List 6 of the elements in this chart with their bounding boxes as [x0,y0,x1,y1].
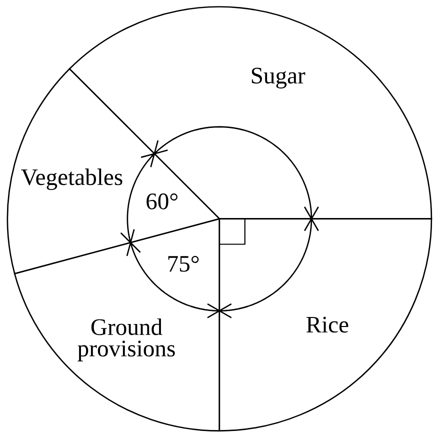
slice-label: Sugar [252,68,306,88]
data-label: 75° [168,256,199,272]
data-label: 60° [146,193,178,210]
slice-label: Rice [306,316,348,333]
slice-label: Ground provisions [78,318,175,362]
slice-label: Vegetables [21,168,122,190]
